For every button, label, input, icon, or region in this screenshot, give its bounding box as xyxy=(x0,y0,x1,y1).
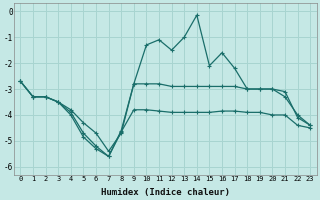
X-axis label: Humidex (Indice chaleur): Humidex (Indice chaleur) xyxy=(101,188,230,197)
